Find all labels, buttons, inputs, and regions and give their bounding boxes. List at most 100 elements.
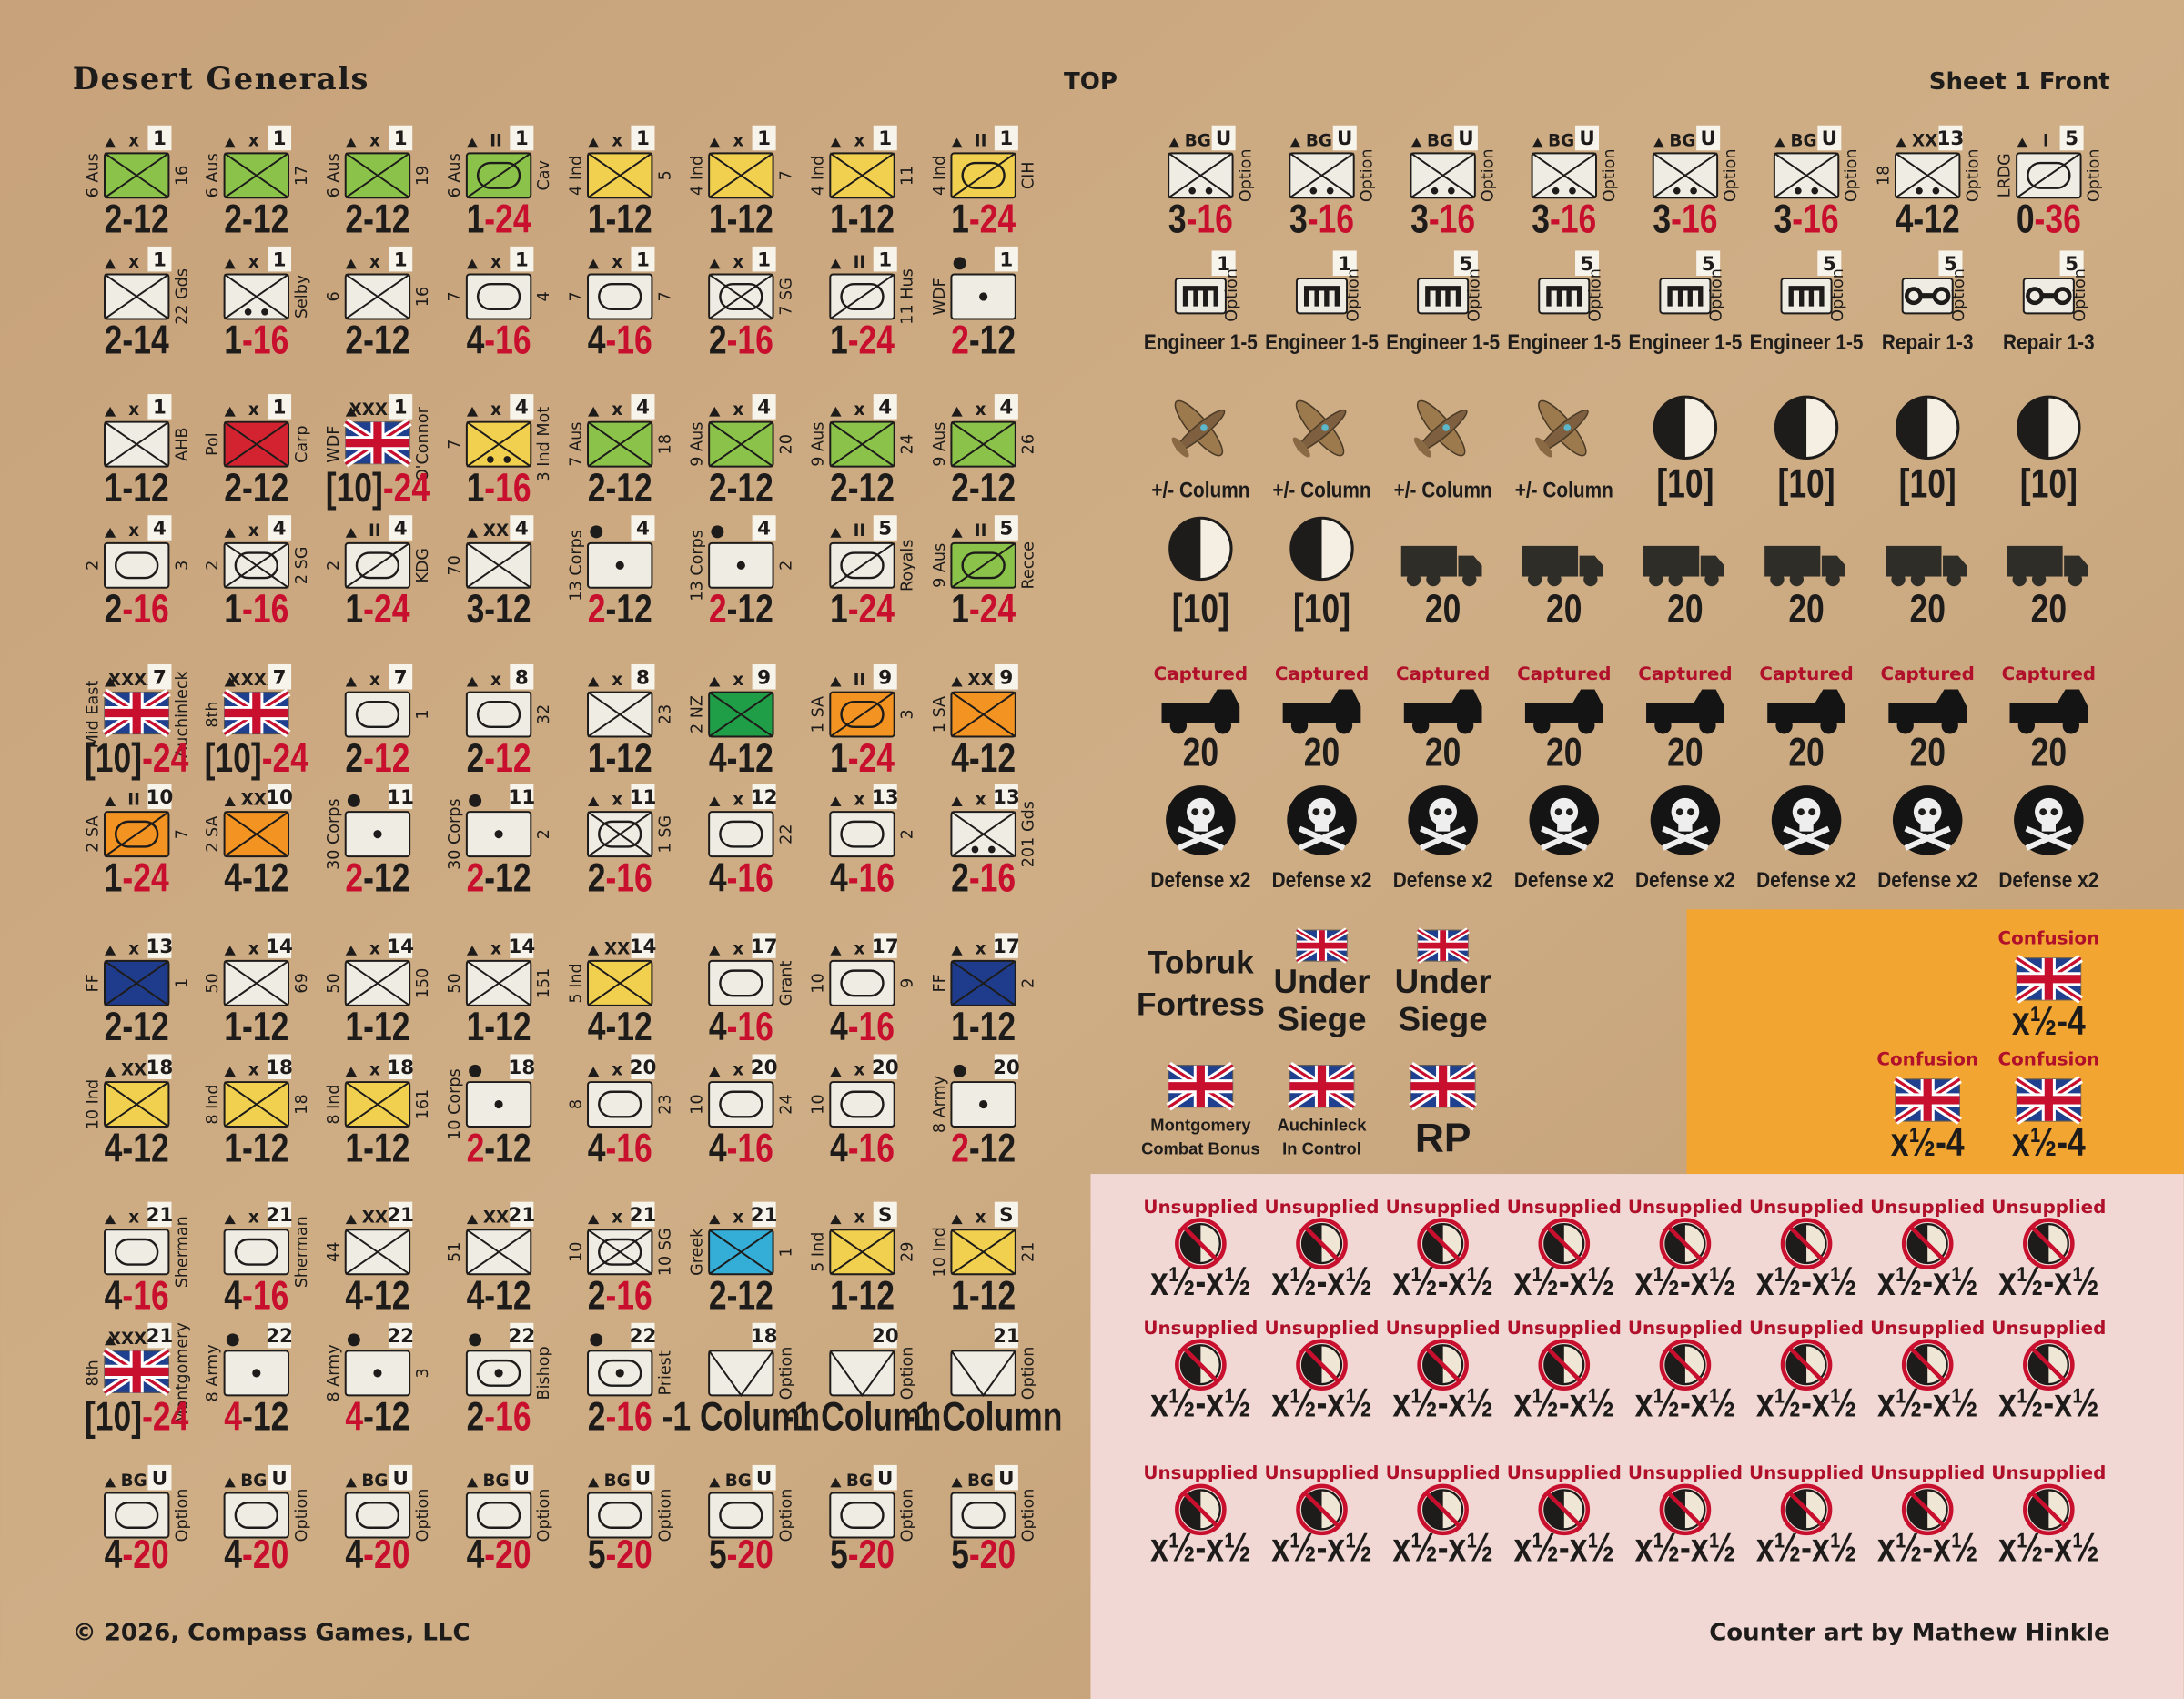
value-part: -16	[484, 465, 531, 511]
counter-value: 20	[1788, 730, 1824, 775]
unit-number-box	[389, 125, 413, 151]
left-label: 50	[204, 973, 222, 993]
unit-triangle	[466, 406, 479, 417]
counter-caption: Captured	[1759, 663, 1853, 684]
unit-size: XX	[483, 1209, 509, 1228]
truck-wheel	[1547, 571, 1562, 587]
no-supply-ring	[1901, 1483, 1954, 1536]
counter-value: 3-16	[1289, 197, 1354, 242]
unit-size: x	[854, 1060, 865, 1079]
counter-caption: Unsupplied	[1870, 1462, 1985, 1483]
unit-number: 13	[993, 786, 1020, 809]
unit-triangle	[1895, 137, 1907, 148]
left-label: Pol	[204, 432, 222, 456]
counter: +/- Column	[1272, 399, 1371, 502]
counter-value: 20	[1667, 586, 1703, 632]
symbol-oval	[115, 820, 159, 848]
unit-number-box	[147, 246, 172, 272]
counter-box	[829, 811, 895, 858]
flag-cross-red	[104, 692, 169, 734]
counter-caption: Unsupplied	[1386, 1318, 1501, 1339]
value-part: -12	[484, 855, 531, 901]
unit-number: 21	[147, 1204, 174, 1227]
unit-size: x	[733, 253, 743, 272]
unit-triangle	[830, 1477, 842, 1488]
unit-number-box	[994, 1464, 1018, 1491]
right-label: Option	[1020, 1347, 1038, 1401]
right-label: Option	[1950, 268, 1968, 322]
value-part: -16	[605, 1126, 652, 1171]
counter-box	[708, 811, 774, 858]
right-label: 2 SG	[293, 547, 311, 585]
right-label: 26	[1020, 434, 1038, 454]
no-supply-ring	[2023, 1218, 2075, 1269]
right-label: KDG	[414, 548, 432, 583]
value-part: -20	[969, 1532, 1016, 1577]
jeep-body	[1767, 689, 1845, 723]
unit-number: 18	[751, 1325, 778, 1348]
unit-triangle	[345, 527, 357, 538]
unit-size: II	[854, 671, 866, 690]
unit-number: 21	[266, 1204, 293, 1227]
counter-caption: Unsupplied	[1143, 1462, 1258, 1483]
unit-number: 11	[630, 786, 657, 809]
counter-value: 2-12	[467, 855, 531, 901]
side-label: TOP	[1064, 68, 1117, 96]
symbol-line	[1182, 1491, 1219, 1528]
counter: x 17 SG2-16	[708, 246, 795, 363]
special-marker: Auchinleck In Control	[1278, 1061, 1367, 1158]
counter-value: x½-x½	[1998, 1525, 2099, 1571]
union-flag	[102, 688, 171, 738]
right-label: 161	[414, 1089, 432, 1120]
left-label: 4 Ind	[689, 156, 707, 196]
counter: Unsupplied x½-x½	[1143, 1197, 1258, 1304]
unit-size: x	[612, 671, 622, 690]
symbol-oval	[476, 282, 521, 310]
counter-value: 5-20	[830, 1532, 895, 1577]
left-label: 2	[325, 561, 343, 571]
value-part: 4	[224, 1273, 242, 1319]
no-supply-ring	[1659, 1339, 1712, 1391]
counter-value: 1-24	[830, 586, 895, 632]
value-part: 1	[224, 586, 242, 632]
left-label: 9 Aus	[931, 422, 949, 467]
left-label: 8 Army	[931, 1076, 949, 1133]
counter: x 4 9 Aus 262-12	[931, 394, 1038, 511]
symbol-dot	[1565, 808, 1573, 816]
unit-size: x	[976, 400, 986, 420]
value-part: 3	[1774, 197, 1793, 242]
value-part: 2	[709, 586, 727, 632]
unit-number: 17	[993, 935, 1020, 958]
unit-triangle	[224, 1067, 236, 1077]
counter: 20	[1764, 545, 1845, 632]
counter: BG U Option 3-16	[1652, 125, 1740, 242]
truck-wheel	[1462, 571, 1477, 587]
value-part: -20	[122, 1532, 168, 1577]
unit-triangle	[104, 406, 116, 417]
counter-value: 4-20	[467, 1532, 531, 1577]
truck-wheel	[1527, 571, 1542, 587]
counter-value: x½-x½	[1756, 1525, 1857, 1571]
unit-number: 5	[1944, 253, 1957, 276]
value-part: -16	[242, 318, 288, 363]
unit-size: XX	[362, 1209, 388, 1228]
counter-caption: Unsupplied	[1386, 1197, 1501, 1218]
unit-size: II	[975, 521, 987, 541]
symbol-oval	[115, 551, 159, 580]
unit-number-box	[268, 784, 292, 810]
unit-number-box	[1817, 250, 1842, 277]
symbol-line	[950, 1350, 1016, 1398]
unit-size: x	[976, 791, 986, 810]
value-part: 2	[588, 1394, 606, 1440]
symbol-dot	[1552, 187, 1560, 195]
right-label: Option	[899, 1347, 917, 1401]
no-supply-ring	[1417, 1339, 1469, 1391]
wrench-end	[2026, 287, 2044, 306]
unit-triangle	[709, 946, 721, 956]
symbol-dot	[979, 1099, 988, 1109]
